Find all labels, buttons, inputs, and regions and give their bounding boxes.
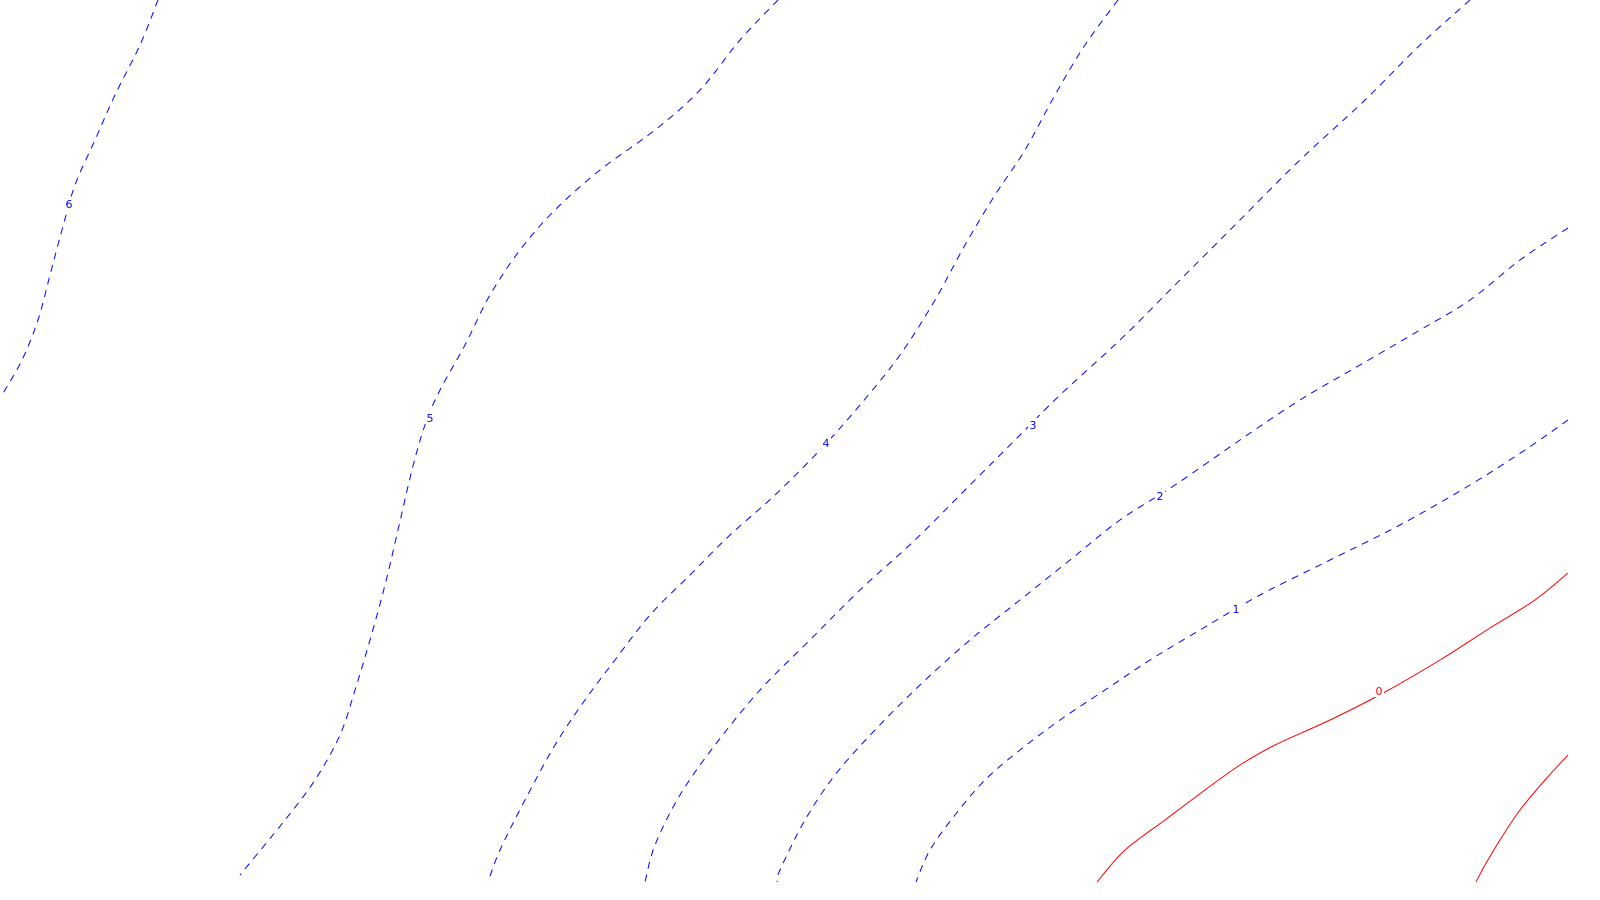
contour-line-0 bbox=[1096, 572, 1568, 883]
contour-line-4 bbox=[487, 0, 1119, 883]
contour-label-bg-3 bbox=[1028, 418, 1038, 431]
contour-label-5: 5 bbox=[427, 412, 434, 425]
contour-line-0-b bbox=[1475, 754, 1568, 883]
contour-label-bg-6 bbox=[64, 197, 74, 210]
contour-line-6 bbox=[1, 0, 159, 396]
contour-plot: 6 5 4 3 2 1 0 bbox=[1, 0, 1568, 883]
contour-label-1: 1 bbox=[1233, 603, 1240, 616]
contour-plot-area: 6 5 4 3 2 1 0 bbox=[0, 0, 1568, 884]
contour-label-bg-4 bbox=[821, 436, 831, 449]
contour-label-0: 0 bbox=[1376, 685, 1383, 698]
contour-line-5 bbox=[239, 0, 779, 876]
contour-label-4: 4 bbox=[823, 437, 830, 450]
contour-line-3 bbox=[644, 0, 1471, 883]
contour-line-2 bbox=[776, 227, 1568, 883]
contour-label-6: 6 bbox=[66, 198, 73, 211]
contour-label-3: 3 bbox=[1030, 419, 1037, 432]
contour-label-bg-1 bbox=[1231, 602, 1241, 615]
contour-label-bg-0 bbox=[1374, 684, 1384, 697]
contour-label-2: 2 bbox=[1157, 490, 1164, 503]
contour-label-bg-2 bbox=[1155, 489, 1165, 502]
contour-line-1 bbox=[915, 419, 1568, 883]
contour-label-bg-5 bbox=[425, 411, 435, 424]
